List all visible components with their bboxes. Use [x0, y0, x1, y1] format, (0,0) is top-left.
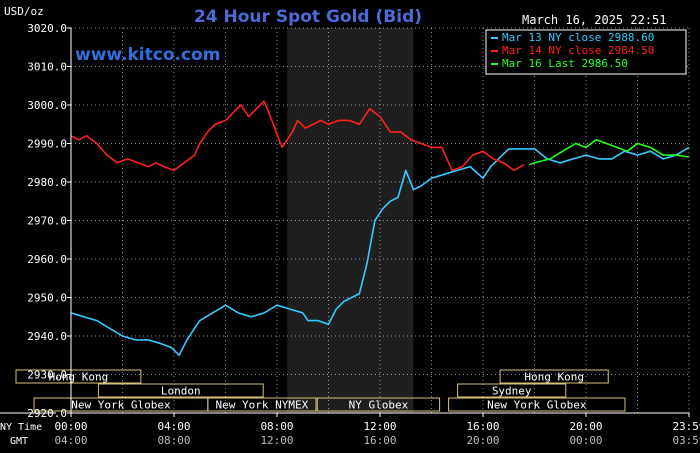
market-session: New York Globex	[448, 397, 626, 412]
market-session-label: New York Globex	[487, 399, 587, 412]
legend-box	[485, 29, 687, 75]
axes: 3020.0 3010.0 3000.0 2990.0 2980.0 2970.0 2960…	[0, 22, 700, 447]
series-line-3	[529, 138, 690, 166]
market-session: London	[97, 383, 264, 398]
legend-item: Mar 13 NY close 2988.60	[502, 31, 654, 44]
market-session-label: Hong Kong	[524, 371, 584, 384]
y-tick-label: 2990.0	[27, 138, 67, 151]
market-session-label: Hong Kong	[49, 371, 109, 384]
market-session: NY Globex	[316, 397, 441, 412]
market-session-box	[15, 369, 142, 384]
series-layer	[70, 100, 690, 357]
x-tick-label-gmt: 08:00	[157, 434, 190, 447]
y-tick-label: 2970.0	[27, 215, 67, 228]
market-session: Hong Kong	[15, 369, 142, 384]
x-tick-label-ny: 20:00	[569, 420, 602, 433]
series-line-1	[70, 146, 690, 357]
market-session-box	[316, 397, 441, 412]
y-tick-label: 2960.0	[27, 253, 67, 266]
series-line-2	[70, 100, 525, 172]
y-tick-label: 2980.0	[27, 176, 67, 189]
y-tick-label: 2940.0	[27, 330, 67, 343]
x-tick-label-ny: 16:00	[466, 420, 499, 433]
market-session-label: New York Globex	[71, 399, 171, 412]
x-tick-label-gmt: 03:59	[672, 434, 700, 447]
watermark: www.kitco.com	[75, 45, 220, 65]
market-session-box	[457, 383, 567, 398]
y-tick-label: 3000.0	[27, 99, 67, 112]
x-tick-label-ny: 04:00	[157, 420, 190, 433]
market-session-box	[207, 397, 317, 412]
y-tick-label: 3020.0	[27, 22, 67, 35]
y-tick-label: 2950.0	[27, 292, 67, 305]
x-tick-label-gmt: 12:00	[260, 434, 293, 447]
unit-label: USD/oz	[4, 5, 44, 18]
ny-time-label: NY Time	[0, 422, 42, 433]
chart-title: 24 Hour Spot Gold (Bid)	[194, 7, 422, 27]
market-session: Hong Kong	[499, 369, 609, 384]
datetime-label: March 16, 2025 22:51	[522, 13, 667, 27]
x-tick-label-ny: 23:59	[672, 420, 700, 433]
gmt-label: GMT	[10, 436, 28, 447]
market-session-label: New York NYMEX	[216, 399, 309, 412]
legend-item: Mar 14 NY close 2984.50	[502, 44, 654, 57]
x-tick-label-ny: 00:00	[54, 420, 87, 433]
market-session: Sydney	[457, 383, 567, 398]
y-tick-label: 2930.0	[27, 369, 67, 382]
x-tick-label-ny: 08:00	[260, 420, 293, 433]
market-session: New York NYMEX	[207, 397, 317, 412]
market-session-label: NY Globex	[349, 399, 409, 412]
x-tick-label-gmt: 20:00	[466, 434, 499, 447]
x-tick-label-gmt: 00:00	[569, 434, 602, 447]
x-tick-label-ny: 12:00	[363, 420, 396, 433]
x-tick-label-gmt: 04:00	[54, 434, 87, 447]
x-tick-label-gmt: 16:00	[363, 434, 396, 447]
market-session-box	[499, 369, 609, 384]
legend-item: Mar 16 Last 2986.50	[502, 57, 628, 70]
trading-hours-shade	[287, 28, 414, 413]
y-tick-label: 3010.0	[27, 61, 67, 74]
market-session-box	[97, 383, 264, 398]
market-session-label: Sydney	[492, 385, 532, 398]
market-session-label: London	[161, 385, 201, 398]
market-session-box	[448, 397, 626, 412]
